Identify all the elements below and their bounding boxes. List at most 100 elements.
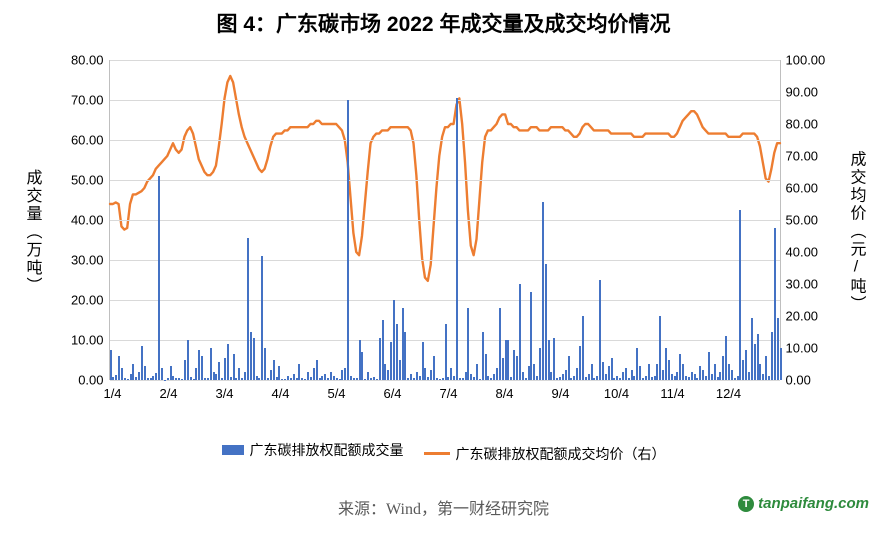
volume-bar [742, 360, 744, 380]
volume-bar [711, 374, 713, 380]
volume-bar [759, 364, 761, 380]
volume-bar [493, 374, 495, 380]
grid-line [110, 260, 780, 261]
volume-bar [413, 378, 415, 380]
volume-bar [757, 334, 759, 380]
volume-bar [490, 378, 492, 380]
volume-bar [301, 378, 303, 380]
volume-bar [651, 377, 653, 380]
volume-bar [404, 332, 406, 380]
volume-bar [327, 378, 329, 380]
y-axis-right-label: 成交均价（元/吨） [844, 151, 868, 314]
xtick: 9/4 [551, 386, 569, 401]
volume-bar [665, 348, 667, 380]
volume-bar [593, 378, 595, 380]
volume-bar [181, 379, 183, 380]
volume-bar [485, 354, 487, 380]
volume-bar [622, 372, 624, 380]
volume-bar [281, 379, 283, 380]
volume-bar [671, 374, 673, 380]
volume-bar [739, 210, 741, 380]
volume-bar [215, 374, 217, 380]
volume-bar [201, 356, 203, 380]
volume-bar [719, 372, 721, 380]
volume-bar [777, 318, 779, 380]
xtick: 4/4 [271, 386, 289, 401]
volume-bar [130, 374, 132, 380]
volume-bar [198, 350, 200, 380]
volume-bar [662, 370, 664, 380]
volume-bar [373, 377, 375, 380]
volume-bar [382, 320, 384, 380]
y-axis-left-label: 成交量（万吨） [20, 169, 44, 295]
volume-bar [284, 379, 286, 380]
volume-bar [470, 374, 472, 380]
volume-bar [691, 372, 693, 380]
volume-bar [613, 378, 615, 380]
ytick-right: 80.00 [786, 117, 819, 132]
volume-bar [708, 352, 710, 380]
volume-bar [548, 340, 550, 380]
volume-bar [522, 372, 524, 380]
volume-bar [502, 358, 504, 380]
volume-bar [513, 350, 515, 380]
volume-bar [118, 356, 120, 380]
volume-bar [258, 378, 260, 380]
volume-bar [167, 378, 169, 380]
volume-bar [161, 368, 163, 380]
volume-bar [367, 372, 369, 380]
volume-bar [359, 340, 361, 380]
volume-bar [714, 364, 716, 380]
watermark-text: tanpaifang.com [758, 495, 869, 512]
volume-bar [175, 378, 177, 380]
xtick: 5/4 [327, 386, 345, 401]
volume-bar [467, 308, 469, 380]
volume-bar [699, 366, 701, 380]
volume-bar [702, 370, 704, 380]
volume-bar [496, 368, 498, 380]
volume-bar [748, 372, 750, 380]
xtick: 11/4 [660, 386, 684, 401]
grid-line [110, 140, 780, 141]
volume-bar [745, 350, 747, 380]
ytick-left: 80.00 [71, 53, 104, 68]
volume-bar [771, 332, 773, 380]
volume-bar [694, 374, 696, 380]
volume-bar [679, 354, 681, 380]
volume-bar [150, 378, 152, 380]
volume-bar [473, 377, 475, 380]
volume-bar [290, 378, 292, 380]
volume-bar [768, 376, 770, 380]
volume-bar [264, 348, 266, 380]
volume-bar [110, 350, 112, 380]
legend-swatch-bar [222, 445, 244, 455]
volume-bar [298, 364, 300, 380]
volume-bar [390, 342, 392, 380]
volume-bar [353, 378, 355, 380]
ytick-right: 60.00 [786, 181, 819, 196]
volume-bar [717, 377, 719, 380]
volume-bar [361, 352, 363, 380]
volume-bar [210, 348, 212, 380]
volume-bar [576, 368, 578, 380]
volume-bar [439, 379, 441, 380]
volume-bar [407, 378, 409, 380]
ytick-right: 50.00 [786, 213, 819, 228]
ytick-right: 30.00 [786, 277, 819, 292]
volume-bar [213, 372, 215, 380]
volume-bar [158, 176, 160, 380]
volume-bar [765, 356, 767, 380]
volume-bar [144, 366, 146, 380]
volume-bar [556, 378, 558, 380]
volume-bar [487, 376, 489, 380]
volume-bar [705, 376, 707, 380]
volume-bar [462, 378, 464, 380]
volume-bar [235, 378, 237, 380]
volume-bar [774, 228, 776, 380]
volume-bar [525, 378, 527, 380]
volume-bar [530, 292, 532, 380]
volume-bar [568, 356, 570, 380]
volume-bar [370, 378, 372, 380]
volume-bar [410, 374, 412, 380]
volume-bar [579, 346, 581, 380]
